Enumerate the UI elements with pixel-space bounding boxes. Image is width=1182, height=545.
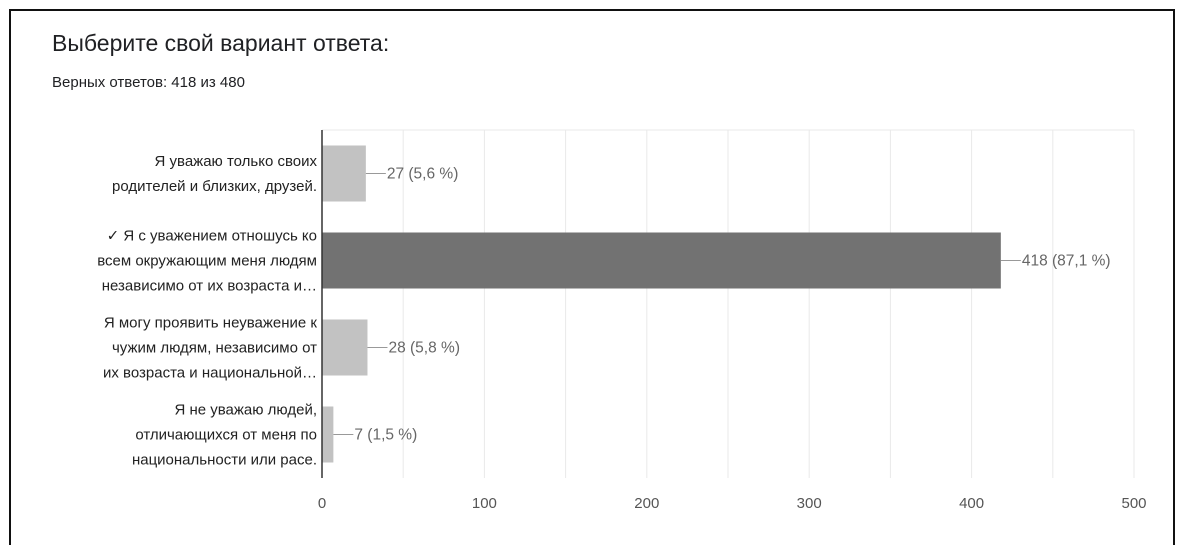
x-tick-label: 400: [959, 495, 984, 512]
x-tick-label: 300: [797, 495, 822, 512]
bar: [322, 319, 368, 376]
x-tick-label: 100: [472, 495, 497, 512]
x-tick-label: 0: [318, 495, 326, 512]
bar: [322, 145, 366, 202]
bar: [322, 232, 1001, 289]
bar: [322, 406, 334, 463]
category-label: Я уважаю только своих родителей и близких…: [112, 153, 317, 195]
category-label: ✓ Я с уважением отношусь ко всем окружающ…: [97, 228, 317, 295]
question-title: Выберите свой вариант ответа:: [52, 30, 390, 56]
data-label: 27 (5,6 %): [387, 166, 459, 183]
x-tick-label: 200: [634, 495, 659, 512]
category-label: Я могу проявить неуважение к чужим людям,…: [103, 315, 317, 382]
category-label: Я не уважаю людей, отличающихся от меня п…: [132, 402, 317, 469]
data-label: 7 (1,5 %): [354, 427, 417, 444]
x-tick-label: 500: [1121, 495, 1146, 512]
data-label: 28 (5,8 %): [388, 340, 460, 357]
correct-answers-summary: Верных ответов: 418 из 480: [52, 74, 245, 91]
data-label: 418 (87,1 %): [1022, 253, 1111, 270]
